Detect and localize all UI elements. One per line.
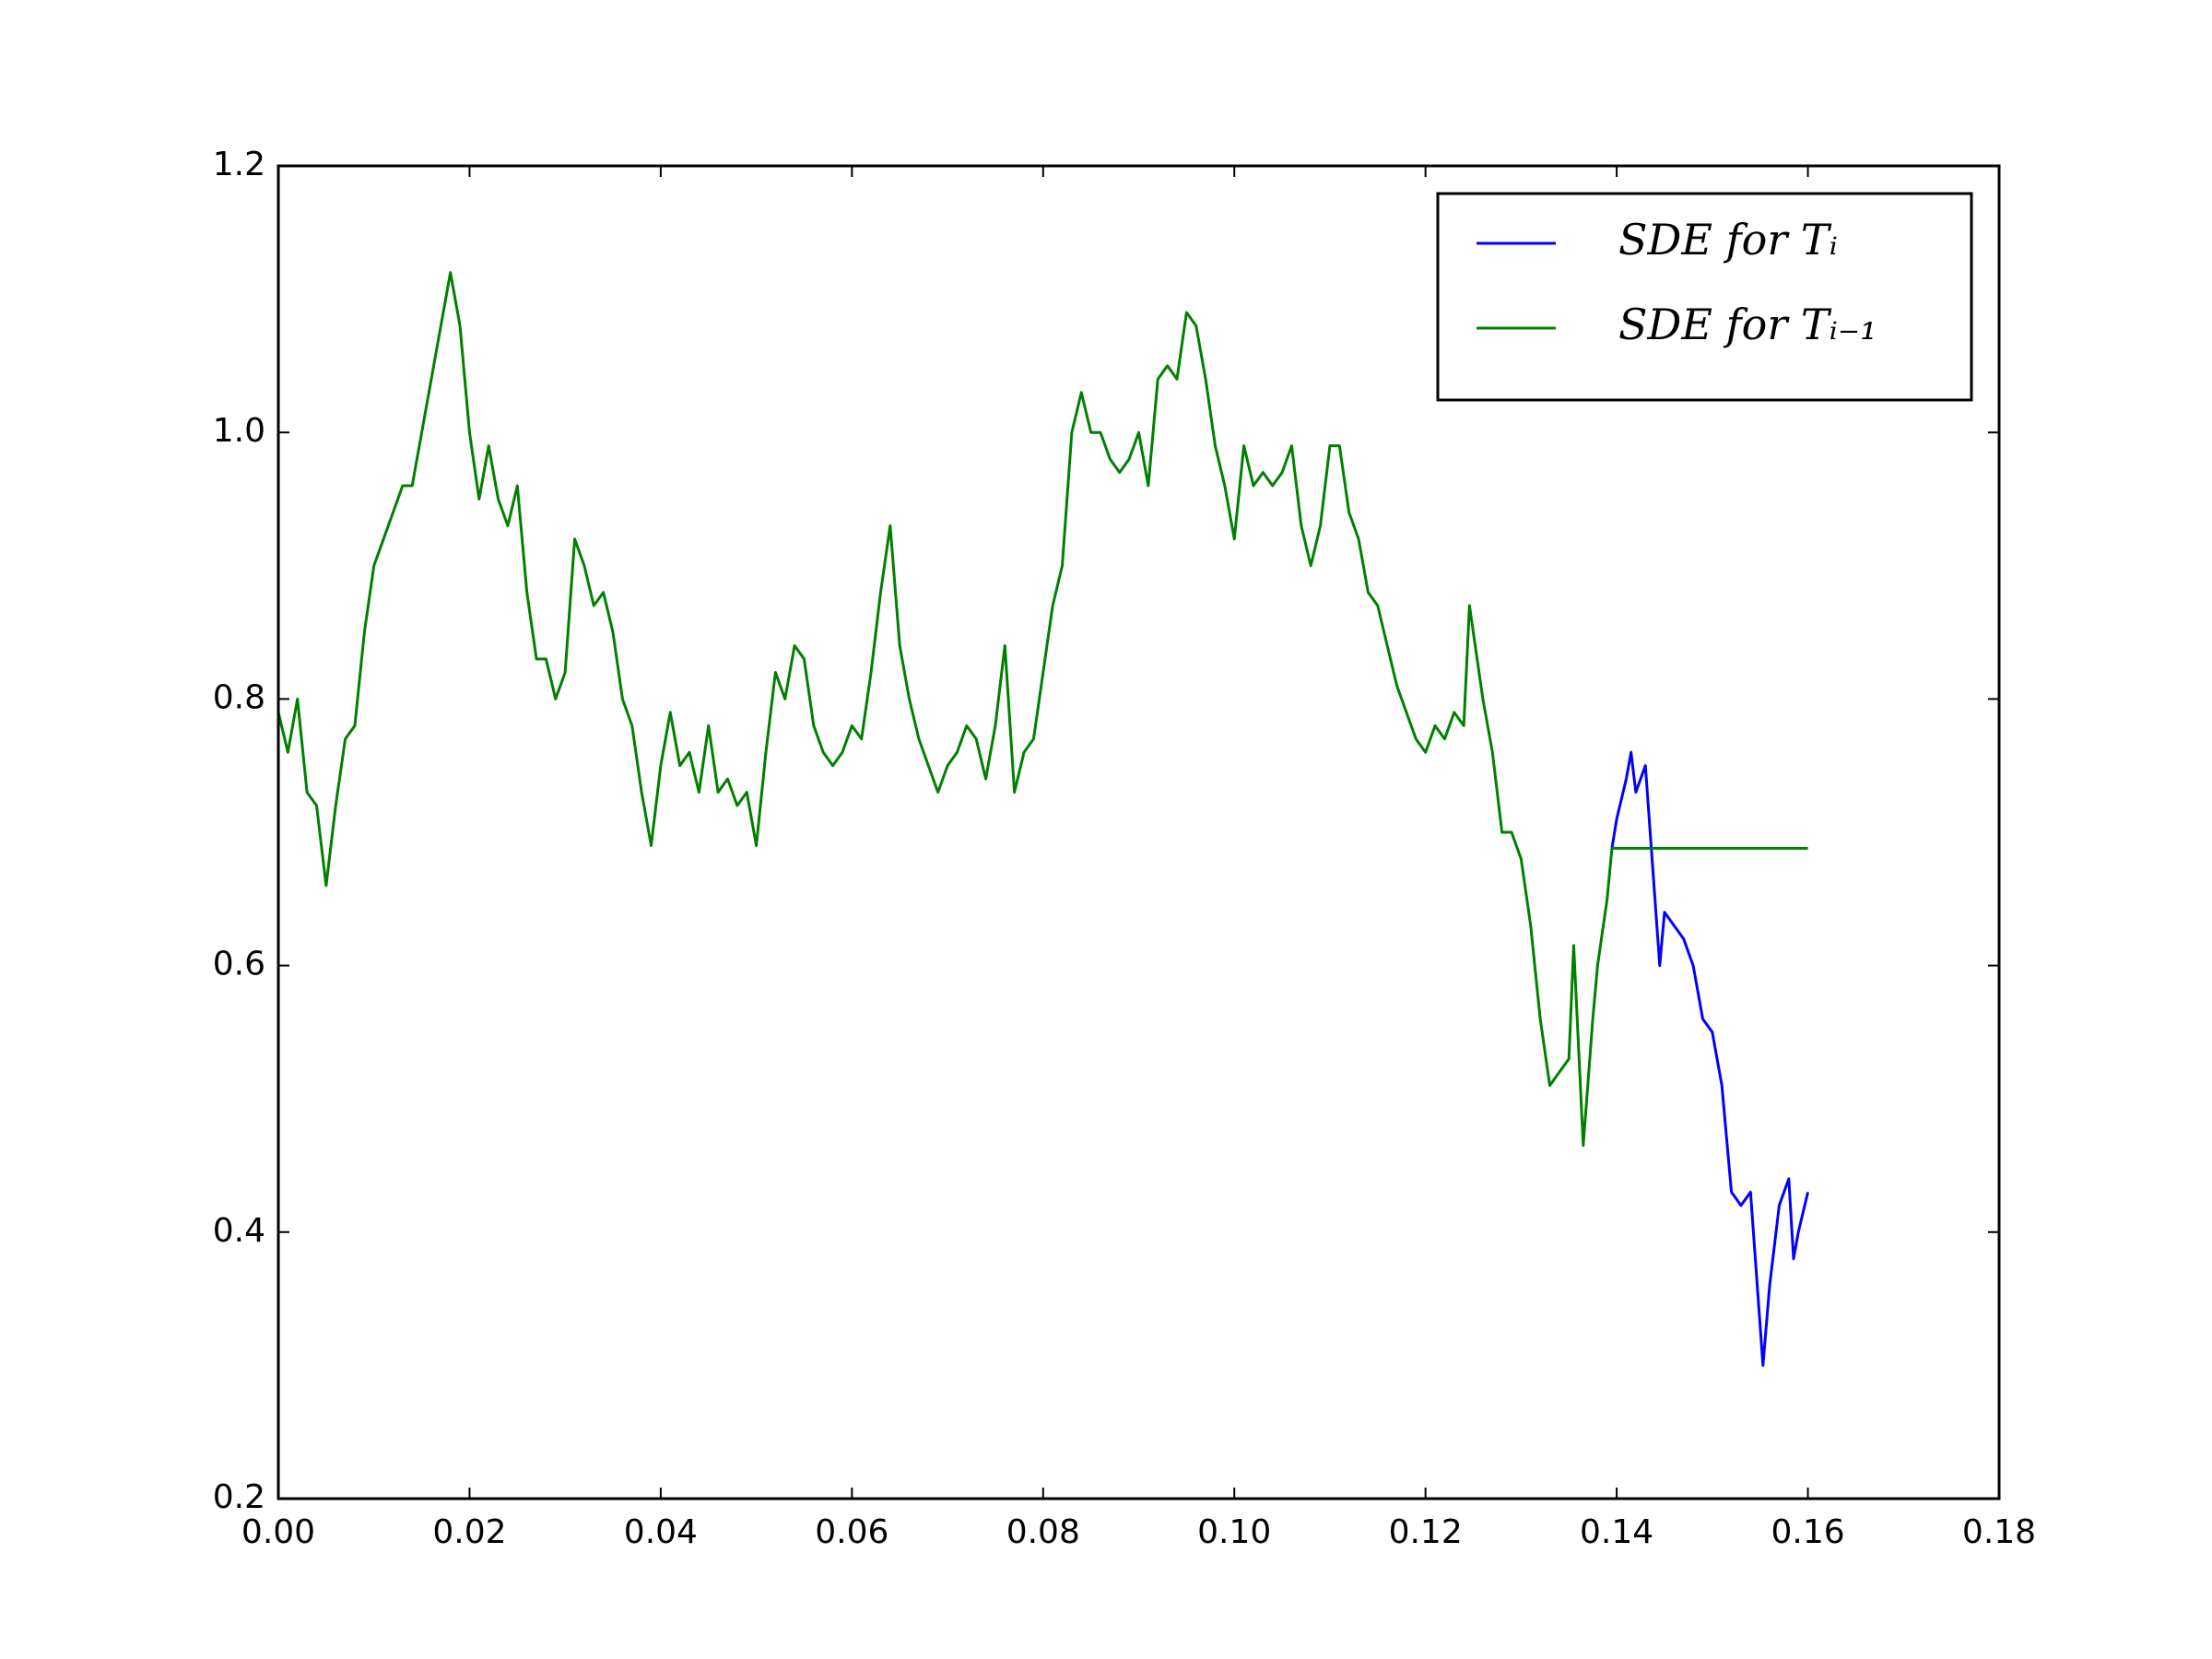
x-tick-label: 0.18 bbox=[1962, 1513, 2036, 1551]
x-tick-label: 0.02 bbox=[432, 1513, 506, 1551]
y-tick-label: 0.8 bbox=[213, 678, 265, 716]
y-tick-label: 0.2 bbox=[213, 1478, 265, 1516]
x-tick-label: 0.08 bbox=[1006, 1513, 1080, 1551]
y-tick-label: 0.4 bbox=[213, 1212, 265, 1250]
x-tick-label: 0.12 bbox=[1389, 1513, 1463, 1551]
y-tick-label: 0.6 bbox=[213, 946, 265, 983]
x-tick-label: 0.04 bbox=[624, 1513, 698, 1551]
series-line bbox=[276, 271, 1808, 1147]
x-tick-label: 0.16 bbox=[1771, 1513, 1844, 1551]
y-tick-label: 1.0 bbox=[213, 412, 265, 450]
legend-box bbox=[1436, 192, 1973, 402]
x-tick-label: 0.06 bbox=[815, 1513, 888, 1551]
x-tick-label: 0.10 bbox=[1197, 1513, 1271, 1551]
y-tick-label: 1.2 bbox=[213, 146, 265, 183]
series-line bbox=[1610, 750, 1810, 1367]
legend-label: SDE for Tᵢ bbox=[1618, 215, 1838, 265]
x-tick-label: 0.14 bbox=[1580, 1513, 1653, 1551]
x-tick-label: 0.00 bbox=[241, 1513, 315, 1551]
plot-frame bbox=[276, 164, 2001, 1500]
legend-label: SDE for Tᵢ₋₁ bbox=[1618, 300, 1877, 349]
